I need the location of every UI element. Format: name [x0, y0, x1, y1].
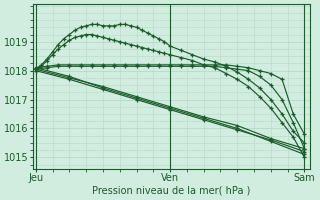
- X-axis label: Pression niveau de la mer( hPa ): Pression niveau de la mer( hPa ): [92, 186, 251, 196]
